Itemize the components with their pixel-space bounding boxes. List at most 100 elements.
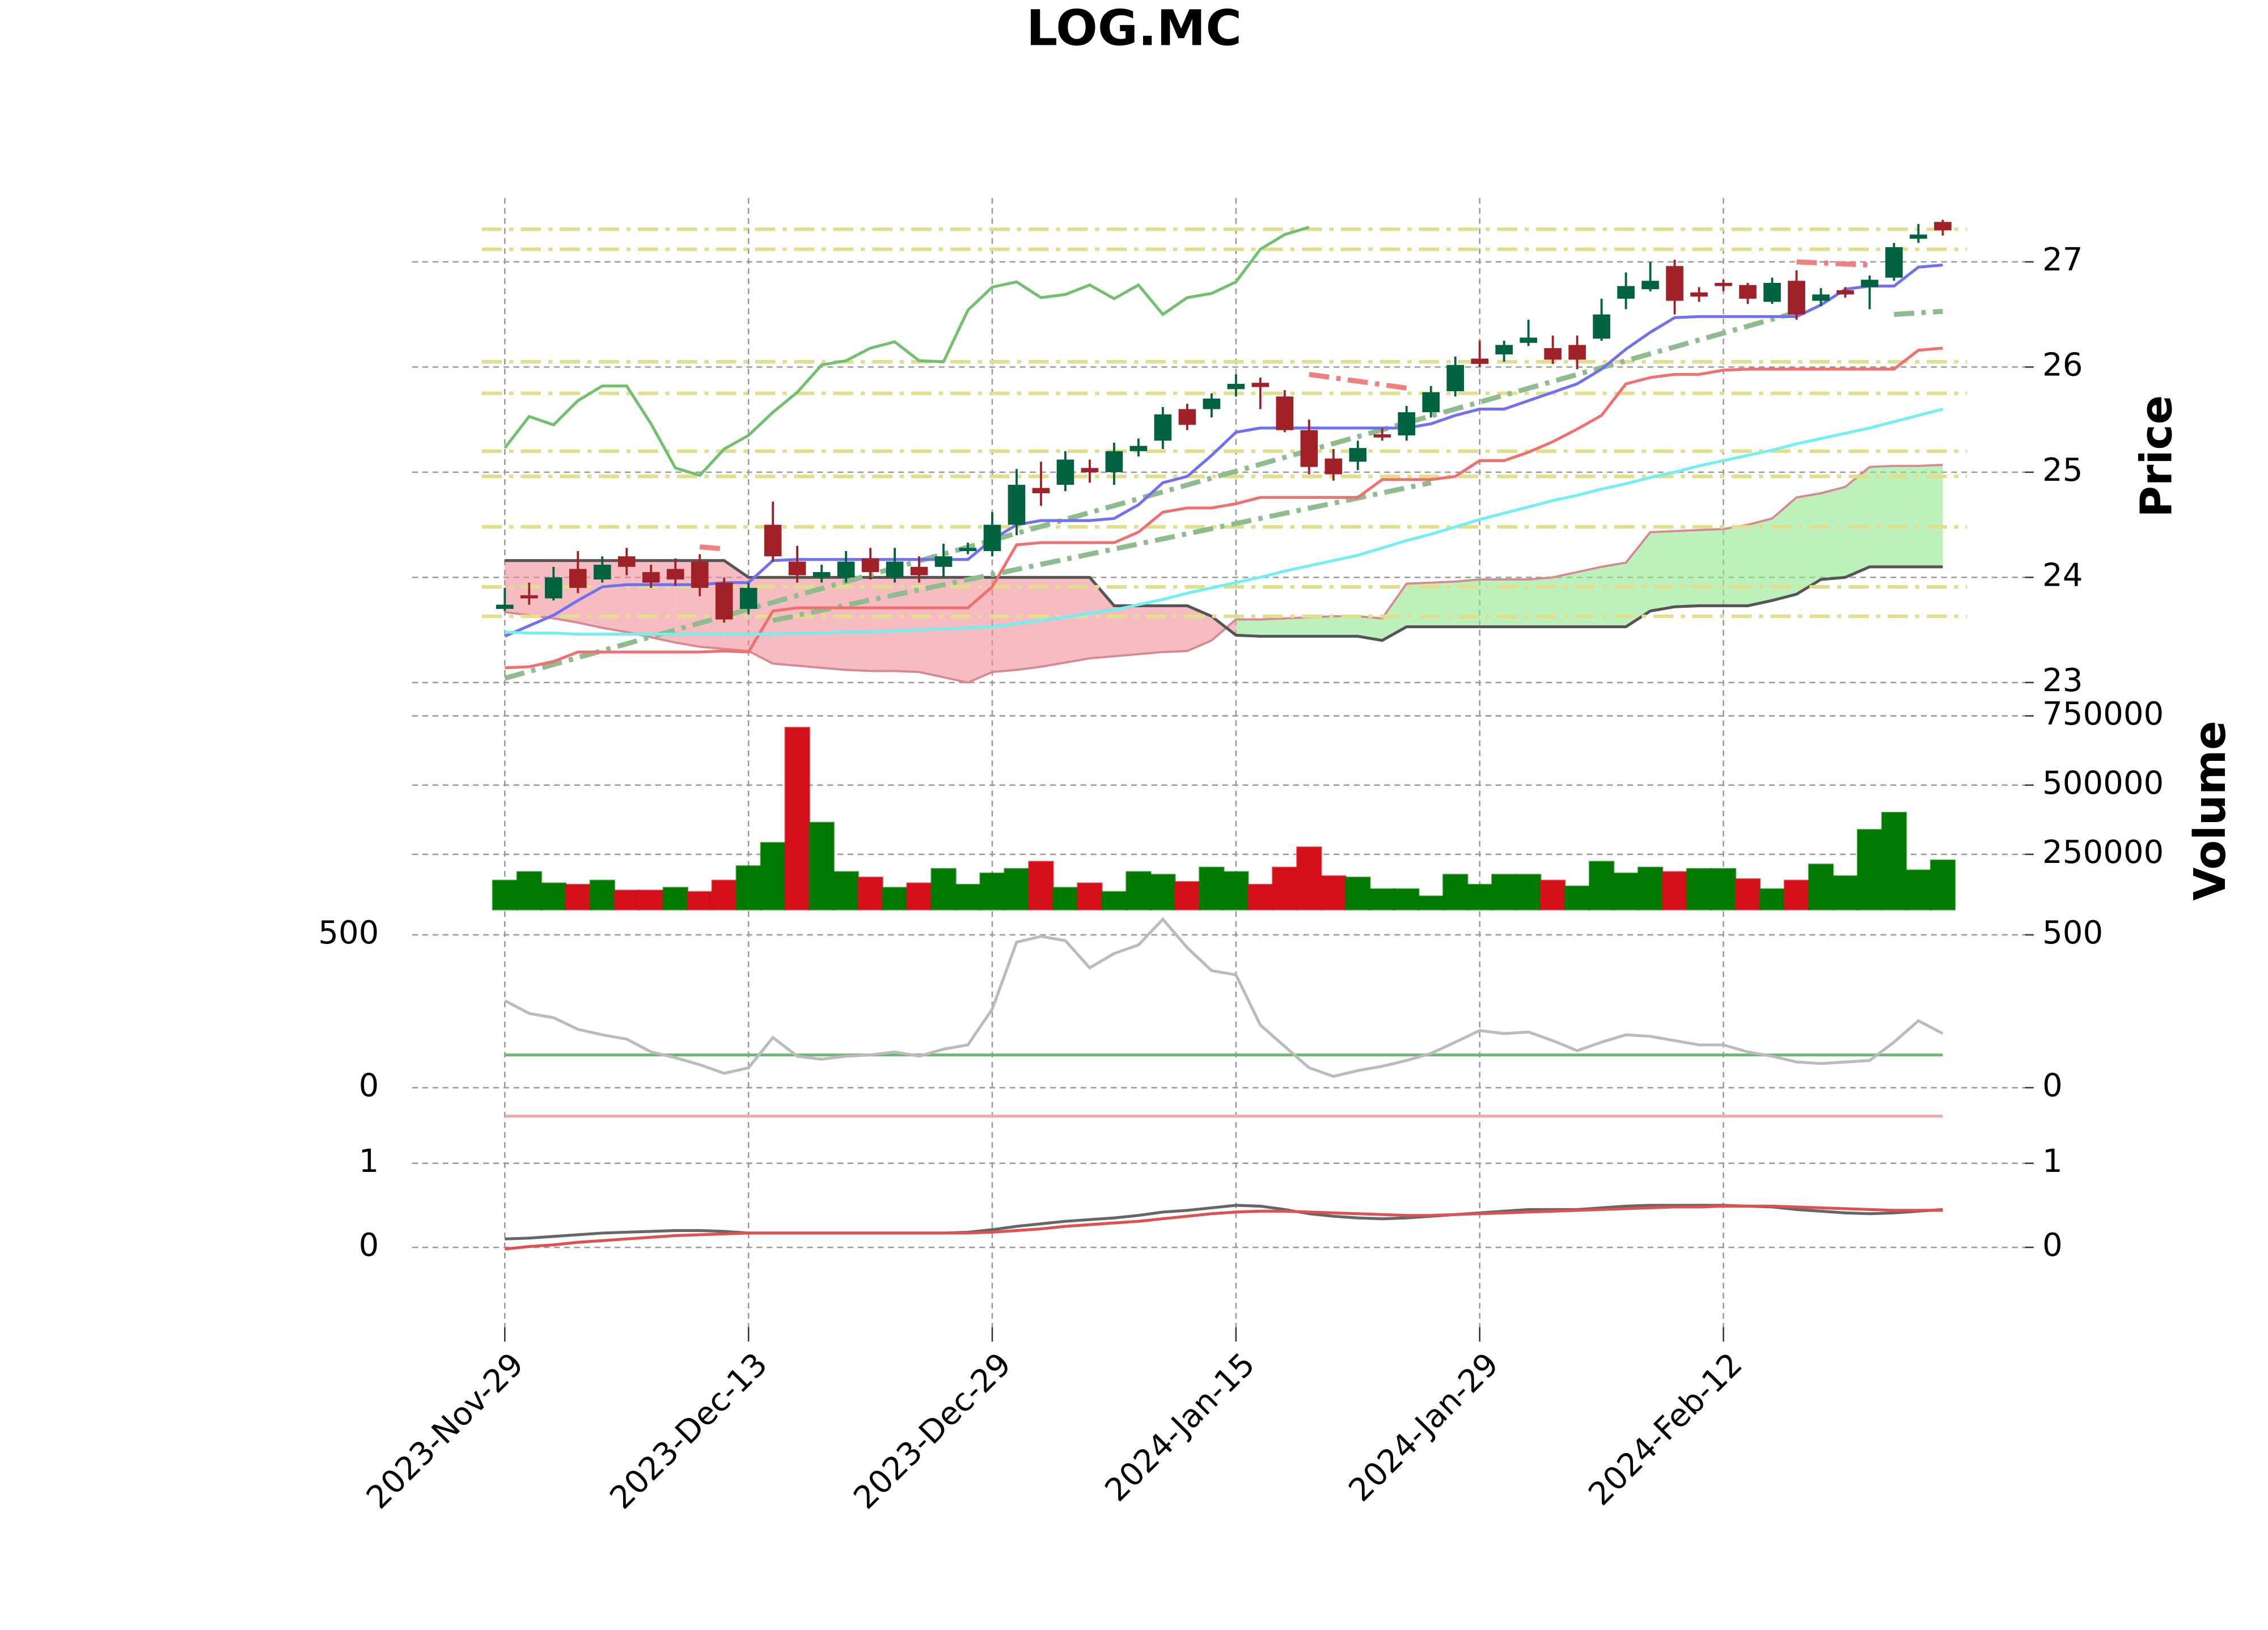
volume-bar [711, 879, 738, 911]
y-tick-label: 24 [2042, 557, 2083, 594]
y-tick-label: 27 [2042, 242, 2083, 278]
cloud-fill [846, 577, 871, 671]
volume-bar [687, 891, 713, 911]
y-tick-label: 1 [2042, 1143, 2063, 1180]
candle-body [739, 587, 758, 609]
candle-body [1056, 459, 1074, 485]
volume-bar [1930, 859, 1956, 911]
y-tick-label: 500 [318, 915, 379, 951]
volume-bar [1491, 874, 1517, 911]
y-tick-label: 25 [2042, 452, 2083, 489]
volume-bar [1564, 885, 1590, 911]
volume-bar [784, 726, 810, 911]
volume-bar [1759, 888, 1785, 911]
cloud-fill [1552, 572, 1577, 627]
candle-body [1227, 384, 1245, 389]
volume-bar [492, 879, 518, 911]
volume-bar [662, 887, 689, 911]
y-tick-label: 0 [2042, 1227, 2063, 1264]
cloud-fill [1577, 566, 1602, 627]
cloud-span [505, 559, 1943, 642]
cloud-fill [1674, 530, 1699, 607]
volume-bar [1856, 829, 1883, 911]
cloud-fill [1601, 562, 1626, 627]
line [504, 263, 1943, 638]
cloud-fill [1845, 467, 1870, 578]
volume-bar [589, 879, 616, 911]
candle-body [1471, 358, 1488, 364]
cloud-fill [1699, 529, 1724, 606]
candle-body [1203, 399, 1221, 409]
trend-line [1796, 259, 1870, 268]
volume-bar [1125, 871, 1152, 911]
volume-bar [1418, 895, 1444, 911]
volume-bar [1881, 811, 1907, 911]
volume-bar [1613, 872, 1639, 911]
volume-bar [1637, 866, 1664, 911]
cloud-fill [1016, 577, 1041, 670]
candle-body [1032, 488, 1050, 493]
volume-bar [1661, 871, 1688, 911]
volume-bar [930, 867, 957, 911]
line [505, 346, 1943, 670]
cloud-fill [1821, 486, 1846, 580]
candle-body [1763, 282, 1781, 302]
candle-body [1910, 234, 1927, 239]
volume-bar [979, 872, 1005, 911]
volume-bar [613, 890, 640, 911]
volume-bar [1515, 874, 1542, 911]
y-tick-label: 750000 [2042, 696, 2164, 733]
cloud-fill [1138, 606, 1163, 654]
cloud-fill [919, 577, 944, 678]
volume-bar [882, 887, 908, 911]
cloud-fill [1162, 606, 1187, 653]
cloud-fill [1747, 518, 1772, 606]
cloud-fill [1650, 531, 1675, 611]
volume-bar [638, 890, 665, 911]
x-tick-label: 2024-Feb-12 [1581, 1346, 1749, 1513]
volume-bar [1394, 888, 1420, 911]
candle-body [1934, 222, 1952, 231]
candle-body [691, 561, 709, 588]
candle-body [593, 565, 611, 580]
trend-line [1894, 308, 1943, 317]
cloud-fill [895, 577, 920, 672]
candle-body [1373, 434, 1391, 438]
cloud-fill [1772, 497, 1797, 601]
cloud-fill [1065, 577, 1090, 663]
cloud-fill [1869, 465, 1894, 567]
volume-bar [1150, 874, 1176, 911]
volume-bar [565, 883, 591, 911]
volume-bar [1004, 867, 1030, 911]
candle-body [1690, 292, 1708, 297]
y-tick-label: 26 [2042, 347, 2083, 384]
candle-body [1885, 247, 1903, 278]
candle-body [1617, 286, 1635, 299]
volume-bar [1321, 875, 1347, 911]
x-tick-label: 2023-Dec-13 [603, 1346, 775, 1517]
trend-line [699, 544, 725, 552]
volume-bar [955, 883, 981, 911]
cloud-fill [822, 577, 847, 670]
candle-body [1251, 383, 1270, 387]
candle-body [1276, 396, 1294, 430]
volume-bar [540, 882, 567, 911]
candle-body [1325, 458, 1343, 475]
volume-bar [1466, 883, 1493, 911]
candle-body [837, 561, 855, 578]
cloud-fill [1918, 464, 1943, 567]
volume-bar [1272, 866, 1298, 911]
y-tick-label: 500 [2042, 915, 2103, 951]
cloud-fill [968, 577, 992, 683]
volume-bar [1588, 861, 1615, 911]
candle-body [983, 524, 1001, 551]
volume-bar [906, 882, 932, 911]
candle-body [496, 604, 514, 609]
y-tick-label: 0 [359, 1068, 379, 1104]
y-tick-label: 0 [359, 1227, 379, 1264]
cloud-fill [1040, 577, 1065, 667]
y-tick-label: 1 [359, 1143, 379, 1180]
volume-bar [1199, 866, 1225, 911]
candle-body [1008, 485, 1026, 525]
